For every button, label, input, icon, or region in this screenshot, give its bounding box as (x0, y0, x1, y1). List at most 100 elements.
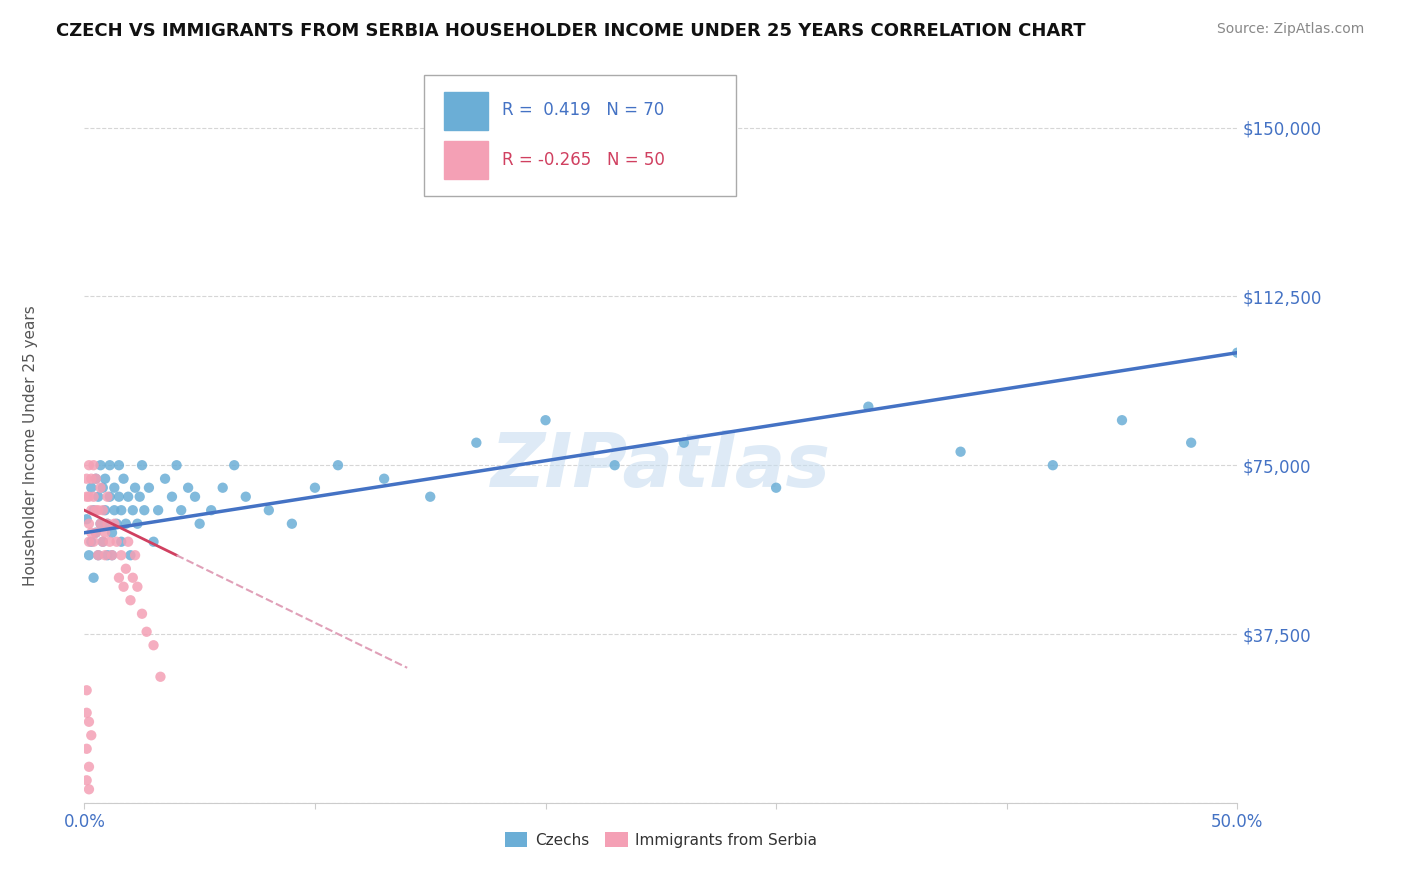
Point (142, 638, 165, 652)
Point (108, 490, 131, 504)
Point (120, 593, 142, 607)
Point (87, 503, 110, 517)
Point (188, 516, 211, 531)
Point (76, 706, 98, 720)
Point (373, 472, 395, 486)
Point (124, 481, 146, 495)
Point (858, 400, 880, 414)
Point (76, 512, 98, 526)
Point (281, 516, 304, 531)
Point (76, 472, 98, 486)
Point (87, 548, 110, 562)
Point (110, 503, 132, 517)
Point (76, 773, 98, 788)
Point (121, 503, 143, 517)
Point (80, 503, 103, 517)
Point (80, 481, 103, 495)
Point (672, 435, 695, 450)
Point (84, 503, 107, 517)
Point (89, 516, 111, 531)
Point (98, 458, 121, 473)
Point (77, 714, 100, 729)
Point (83, 534, 105, 549)
Point (84, 472, 107, 486)
Point (77, 458, 100, 473)
Point (103, 516, 125, 531)
Point (1180, 435, 1202, 450)
Point (105, 534, 128, 549)
Point (91, 534, 114, 549)
Point (170, 503, 193, 517)
Point (77, 760, 100, 774)
Point (138, 481, 160, 495)
Point (98, 534, 121, 549)
Bar (444, 141, 488, 179)
Point (166, 458, 188, 473)
Point (83, 490, 105, 504)
Point (112, 580, 135, 594)
Point (117, 534, 139, 549)
Point (103, 503, 125, 517)
Point (257, 503, 280, 517)
Point (127, 516, 149, 531)
Point (120, 548, 142, 562)
Point (94, 503, 117, 517)
Point (200, 503, 222, 517)
Point (534, 413, 557, 427)
Point (110, 534, 132, 549)
Point (765, 481, 787, 495)
Point (115, 562, 138, 576)
Point (77, 516, 100, 531)
Point (80, 472, 103, 486)
Point (94, 472, 117, 486)
Text: Householder Income Under 25 years: Householder Income Under 25 years (24, 306, 38, 586)
Point (89, 516, 111, 531)
Point (101, 548, 124, 562)
Point (80, 525, 103, 540)
Point (80, 534, 103, 549)
Point (184, 490, 207, 504)
Point (77, 782, 100, 797)
Point (108, 571, 131, 585)
Point (80, 728, 103, 742)
Point (124, 548, 146, 562)
Point (91, 534, 114, 549)
Point (121, 571, 143, 585)
Text: R =  0.419   N = 70: R = 0.419 N = 70 (502, 101, 664, 120)
Text: CZECH VS IMMIGRANTS FROM SERBIA HOUSEHOLDER INCOME UNDER 25 YEARS CORRELATION CH: CZECH VS IMMIGRANTS FROM SERBIA HOUSEHOL… (56, 22, 1085, 40)
Point (84, 472, 107, 486)
Point (77, 548, 100, 562)
Bar (444, 92, 488, 130)
Legend: Czechs, Immigrants from Serbia: Czechs, Immigrants from Serbia (498, 825, 824, 854)
Text: R = -0.265   N = 50: R = -0.265 N = 50 (502, 151, 665, 169)
Point (101, 525, 124, 540)
Point (98, 490, 121, 504)
Point (146, 503, 169, 517)
Point (77, 534, 100, 549)
Point (949, 444, 972, 458)
Point (149, 670, 172, 684)
Point (224, 458, 246, 473)
Point (1226, 345, 1249, 359)
Point (94, 525, 117, 540)
Point (1042, 458, 1064, 473)
Point (127, 580, 149, 594)
Point (83, 503, 105, 517)
Point (1111, 413, 1133, 427)
Point (96, 516, 118, 531)
Point (160, 490, 183, 504)
Point (76, 490, 98, 504)
Point (77, 490, 100, 504)
Point (112, 472, 135, 486)
Point (128, 490, 150, 504)
Point (84, 525, 107, 540)
Point (89, 458, 111, 473)
Point (117, 490, 139, 504)
Point (76, 741, 98, 756)
Point (603, 458, 626, 473)
Text: Source: ZipAtlas.com: Source: ZipAtlas.com (1216, 22, 1364, 37)
Point (94, 548, 117, 562)
Point (131, 458, 153, 473)
Point (142, 534, 165, 549)
Point (108, 458, 131, 473)
